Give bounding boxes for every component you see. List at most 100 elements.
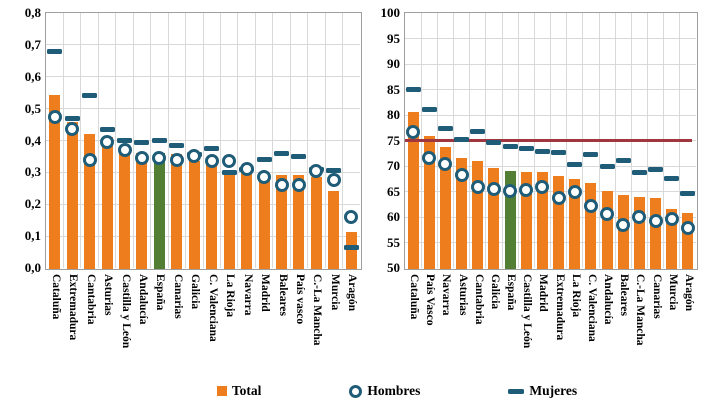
bar-square-icon: [216, 386, 227, 396]
hombres-marker: [291, 178, 306, 193]
total-bar: [119, 146, 130, 269]
total-bar: [293, 174, 305, 269]
category-label: Cataluña: [49, 274, 62, 320]
mujeres-marker: [599, 164, 615, 169]
legend-item-hombres: Hombres: [349, 383, 420, 399]
category-label: Baleares: [276, 274, 289, 316]
category-label: Canarias: [650, 274, 663, 319]
category-label: Cataluña: [408, 274, 421, 320]
ytick-label: 0,1: [24, 228, 41, 244]
hombres-marker: [239, 162, 254, 177]
category-label: Madrid: [537, 274, 550, 312]
total-bar: [171, 154, 183, 269]
category-label: Aragón: [346, 274, 359, 312]
mujeres-marker: [326, 168, 342, 174]
mujeres-marker: [134, 139, 150, 145]
gridline: [237, 13, 239, 268]
mujeres-marker: [502, 144, 518, 150]
gridline: [342, 13, 344, 268]
category-label: Murcia: [328, 274, 341, 311]
total-bar: [66, 122, 78, 269]
ytick-label: 0,7: [24, 36, 41, 52]
total-bar: [407, 112, 419, 269]
total-bar: [536, 172, 548, 269]
hombres-marker: [551, 190, 566, 205]
total-bar: [49, 95, 61, 269]
hombres-marker: [470, 179, 485, 194]
ytick-label: 65: [387, 183, 400, 199]
hombres-marker: [664, 212, 679, 227]
total-bar: [345, 232, 357, 269]
hombres-marker: [632, 210, 647, 224]
gridline: [132, 13, 134, 268]
hombres-marker: [616, 217, 631, 232]
total-bar: [101, 136, 113, 269]
hombres-marker: [117, 143, 132, 158]
total-bar: [328, 190, 340, 269]
gridline: [307, 13, 309, 268]
gridline: [202, 13, 204, 268]
gridline: [62, 13, 64, 268]
gridline: [219, 13, 221, 268]
espana-highlight-bar: [153, 152, 165, 269]
hombres-marker: [204, 154, 219, 169]
hombres-marker: [187, 149, 202, 164]
category-label: C. Valenciana: [585, 274, 598, 342]
mujeres-marker: [534, 149, 550, 155]
mujeres-marker: [437, 125, 453, 131]
gridline: [254, 13, 256, 268]
total-bar: [310, 176, 322, 269]
chart-left-plot-area: [45, 12, 362, 270]
category-label: Andalucía: [602, 274, 615, 325]
total-bar: [456, 158, 468, 269]
total-bar: [553, 176, 565, 269]
category-label: Castilla y León: [521, 274, 534, 349]
total-bar: [666, 208, 678, 269]
total-bar: [241, 171, 253, 269]
category-label: Navarra: [241, 274, 254, 316]
hombres-marker: [567, 184, 582, 199]
ytick-label: 0,6: [24, 68, 41, 84]
ytick-label: 85: [387, 81, 400, 97]
hombres-marker: [274, 178, 289, 193]
hombres-marker: [454, 167, 469, 182]
category-label: Canarias: [171, 274, 184, 319]
category-label: España: [154, 274, 167, 311]
category-label: País vasco: [293, 274, 306, 325]
mujeres-marker: [204, 145, 220, 151]
mujeres-marker: [664, 175, 680, 181]
hombres-marker: [326, 173, 341, 188]
category-label: Murcia: [666, 274, 679, 311]
category-label: País Vasco: [424, 274, 437, 326]
ytick-label: 70: [387, 158, 400, 173]
legend-label-hombres: Hombres: [367, 383, 421, 398]
reference-line-75: [405, 139, 692, 142]
legend-label-mujeres: Mujeres: [529, 383, 578, 398]
mujeres-marker: [583, 152, 599, 158]
ytick-label: 100: [380, 5, 401, 20]
total-bar: [439, 147, 451, 269]
legend-item-total: Total: [216, 383, 262, 399]
category-label: Castilla y León: [119, 274, 132, 349]
category-label: Cantabria: [472, 274, 485, 325]
ytick-label: 80: [387, 107, 400, 122]
hombres-marker: [648, 214, 663, 229]
chart-right-plot-area: [404, 12, 698, 270]
mujeres-marker: [470, 128, 486, 134]
mujeres-marker: [648, 167, 664, 173]
mujeres-marker: [518, 146, 534, 152]
category-label: Extremadura: [553, 274, 566, 341]
legend-label-total: Total: [231, 383, 262, 398]
gridline: [289, 13, 291, 268]
ytick-label: 0,2: [24, 196, 41, 212]
mujeres-marker: [343, 244, 359, 250]
mujeres-marker: [567, 161, 583, 167]
gridline: [167, 13, 169, 268]
ytick-label: 60: [387, 209, 400, 224]
category-label: C.-La Mancha: [311, 274, 324, 346]
ytick-label: 90: [387, 56, 400, 71]
total-bar: [223, 170, 235, 269]
hombres-marker: [309, 163, 324, 178]
mujeres-marker: [256, 157, 272, 163]
mujeres-marker: [291, 153, 307, 159]
